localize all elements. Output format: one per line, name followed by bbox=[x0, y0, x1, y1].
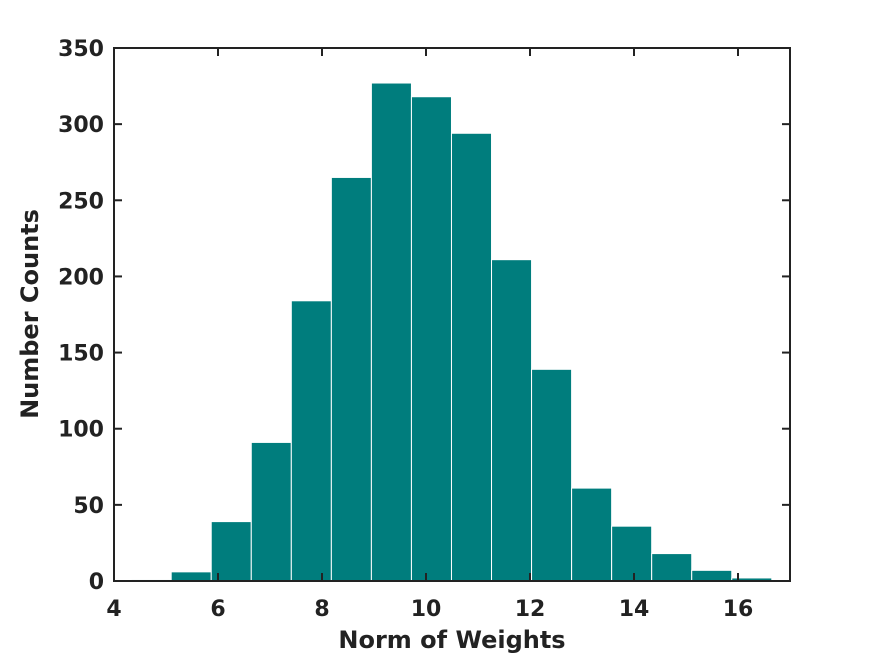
histogram-bar-4 bbox=[290, 300, 332, 582]
histogram-bar-7 bbox=[410, 96, 452, 582]
x-axis-label: Norm of Weights bbox=[338, 626, 565, 654]
y-tick-label: 0 bbox=[89, 570, 104, 595]
x-tick-label: 16 bbox=[723, 597, 754, 622]
plot-frame bbox=[113, 47, 791, 582]
x-tick-label: 4 bbox=[106, 597, 121, 622]
x-tick-label: 12 bbox=[515, 597, 546, 622]
x-tick-label: 10 bbox=[411, 597, 442, 622]
histogram-bar-3 bbox=[250, 441, 292, 582]
histogram-bar-2 bbox=[210, 521, 252, 582]
y-tick-label: 350 bbox=[58, 37, 104, 62]
histogram-bar-6 bbox=[370, 82, 412, 582]
y-tick-label: 150 bbox=[58, 342, 104, 367]
x-tick-label: 14 bbox=[619, 597, 650, 622]
x-tick-label: 8 bbox=[314, 597, 329, 622]
histogram-bar-9 bbox=[491, 259, 533, 582]
y-tick-label: 300 bbox=[58, 113, 104, 138]
histogram-bar-14 bbox=[691, 569, 733, 582]
histogram-bar-12 bbox=[611, 525, 653, 582]
y-tick-label: 50 bbox=[73, 494, 104, 519]
bars-group bbox=[130, 82, 773, 582]
histogram-bar-11 bbox=[571, 487, 613, 582]
ticks-group: 4 6 8 10 12 14 16 0 50 100 150 200 250 300 350 bbox=[58, 37, 790, 622]
x-tick-label: 6 bbox=[210, 597, 225, 622]
y-axis-label: Number Counts bbox=[16, 209, 44, 419]
y-tick-label: 100 bbox=[58, 418, 104, 443]
histogram-bar-10 bbox=[531, 368, 573, 582]
histogram-bar-1 bbox=[170, 571, 212, 582]
histogram-bar-8 bbox=[450, 132, 493, 582]
histogram-bar-13 bbox=[651, 553, 693, 582]
y-tick-label: 250 bbox=[58, 189, 104, 214]
histogram-bar-5 bbox=[330, 176, 372, 582]
y-tick-label: 200 bbox=[58, 265, 104, 290]
